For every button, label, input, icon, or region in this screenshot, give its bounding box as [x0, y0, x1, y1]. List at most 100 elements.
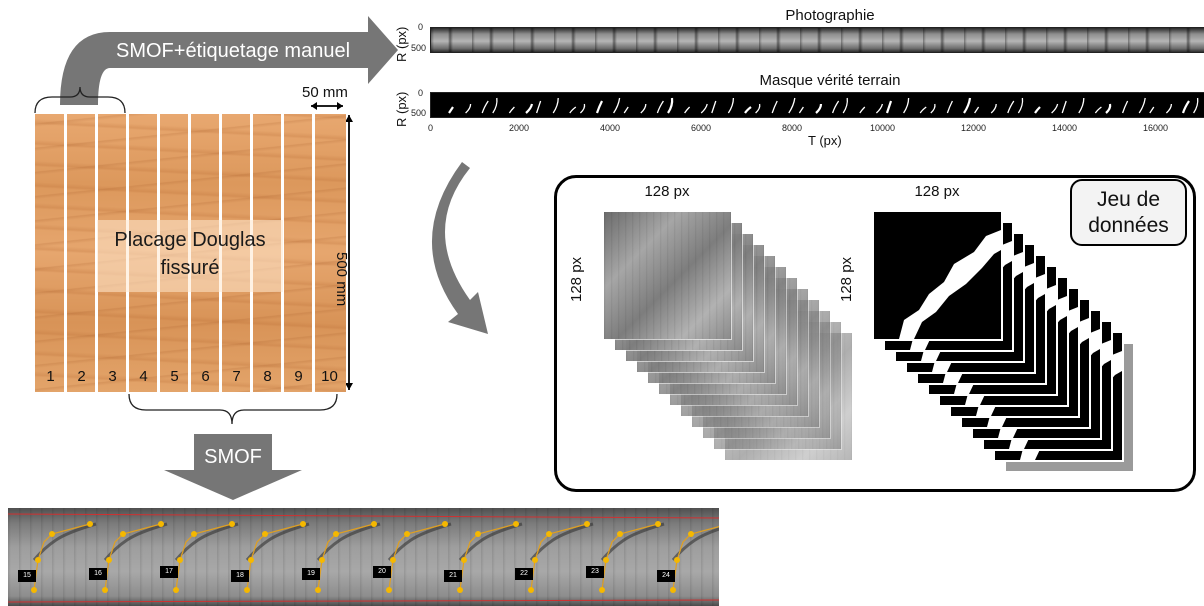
- crack-shadow: [316, 522, 381, 561]
- crack-point: [404, 531, 410, 537]
- mask-crack-mark: [525, 103, 534, 114]
- photo-plot-ylabel: R (px): [394, 26, 409, 62]
- photo-patch-width-label: 128 px: [644, 183, 690, 200]
- strip-number: 6: [201, 368, 210, 385]
- upper-boundary-line: [8, 513, 719, 519]
- crack-polyline: [317, 523, 375, 591]
- width-dimension-arrow: [311, 102, 343, 110]
- mask-crack-mark: [1193, 97, 1199, 114]
- crack-point: [35, 557, 41, 563]
- photo-patch-height-label: 128 px: [568, 256, 585, 302]
- mask-crack-mark: [640, 103, 647, 114]
- crack-point: [655, 521, 661, 527]
- strip-number: 1: [46, 368, 55, 385]
- crack-point: [617, 531, 623, 537]
- crack-point: [248, 557, 254, 563]
- mask-patch: [874, 212, 1001, 339]
- crack-polyline: [459, 523, 517, 591]
- crack-point: [688, 531, 694, 537]
- mask-patch-height-label: 128 px: [838, 256, 855, 302]
- mask-crack-mark: [481, 100, 489, 114]
- mask-crack-mark: [595, 100, 603, 114]
- crack-polyline: [601, 523, 659, 591]
- height-dimension-label: 500 mm: [333, 252, 350, 307]
- crack-point: [244, 587, 250, 593]
- mask-crack-mark: [508, 106, 515, 114]
- crack-point: [528, 587, 534, 593]
- mask-crack-mark: [875, 103, 884, 114]
- crack-number-label: 24: [657, 570, 675, 582]
- mask-xtick: 16000: [1143, 123, 1169, 133]
- mask-crack-mark: [842, 97, 849, 114]
- mask-crack-mark: [1007, 100, 1015, 114]
- crack-shadow: [671, 527, 719, 561]
- crack-polyline: [33, 523, 91, 591]
- crack-number-label: 16: [89, 568, 107, 580]
- manual-labeling-arrow-label: SMOF+étiquetage manuel: [115, 40, 351, 62]
- crack-polyline: [104, 523, 162, 591]
- crack-number-label: 21: [444, 570, 462, 582]
- mask-crack-mark: [684, 106, 691, 114]
- crack-point: [106, 557, 112, 563]
- dataset-tag-line2: données: [1088, 214, 1169, 237]
- mask-crack-mark: [1034, 106, 1041, 114]
- mask-crack-mark: [859, 106, 866, 114]
- crack-point: [300, 521, 306, 527]
- mask-crack-mark: [667, 97, 674, 114]
- crack-point: [599, 587, 605, 593]
- curved-dataset-arrow: [431, 162, 488, 334]
- mask-crack-mark: [963, 97, 972, 114]
- strip-number: 7: [232, 368, 241, 385]
- mask-xtick: 12000: [961, 123, 987, 133]
- crack-point: [120, 531, 126, 537]
- strip-number: 9: [294, 368, 303, 385]
- mask-crack-mark: [919, 106, 927, 114]
- smof-down-arrow: [164, 434, 302, 500]
- mask-crack-mark: [1078, 97, 1085, 114]
- mask-crack-mark: [569, 106, 577, 114]
- mask-crack-mark: [930, 103, 936, 114]
- crack-shadow: [245, 522, 310, 561]
- smof-annotated-strip: 15 16 17 18 19 20 21 22 23 24: [8, 508, 719, 606]
- mask-crack-mark: [1149, 106, 1155, 114]
- mask-crack-mark: [1017, 97, 1024, 114]
- veneer-label-line2: fissuré: [160, 257, 220, 279]
- mask-crack-mark: [946, 100, 953, 114]
- mask-crack-mark: [579, 103, 586, 114]
- smof-arrow-label: SMOF: [204, 446, 262, 468]
- crack-point: [475, 531, 481, 537]
- photo-patch: [604, 212, 731, 339]
- mask-crack-mark: [700, 103, 708, 114]
- strip-separator: [312, 114, 315, 392]
- crack-shadow: [174, 522, 239, 561]
- crack-point: [670, 587, 676, 593]
- veneer-label: Placage Douglas fissuré: [97, 226, 283, 282]
- crack-point: [158, 521, 164, 527]
- veneer-panel: Placage Douglas fissuré 1 2 3 4 5 6 7 8 …: [35, 114, 346, 392]
- crack-point: [442, 521, 448, 527]
- mask-crack-mark: [1105, 103, 1112, 114]
- veneer-label-line1: Placage Douglas: [114, 229, 266, 251]
- crack-point: [546, 531, 552, 537]
- mask-crack-mark: [448, 106, 454, 114]
- mask-crack-mark: [744, 106, 752, 114]
- mask-crack-mark: [1138, 97, 1146, 114]
- mask-cracks: [448, 97, 1199, 114]
- brace-top-strips-1-3: [34, 86, 126, 114]
- strip-separator: [64, 114, 67, 392]
- mask-crack-mark: [613, 97, 621, 114]
- width-dimension-label: 50 mm: [302, 84, 348, 101]
- crack-polyline: [672, 526, 719, 591]
- mask-plot-xlabel: T (px): [808, 133, 842, 148]
- mask-xtick: 14000: [1052, 123, 1078, 133]
- mask-crack-mark: [492, 97, 498, 114]
- mask-crack-mark: [656, 100, 664, 114]
- mask-plot-ylabel: R (px): [394, 91, 409, 127]
- mask-ytick: 500: [411, 108, 427, 118]
- mask-xtick: 0: [428, 123, 434, 133]
- mask-xtick: 6000: [691, 123, 712, 133]
- photograph-strip: [430, 27, 1204, 53]
- crack-number-label: 17: [160, 566, 178, 578]
- mask-crack-mark: [1121, 100, 1129, 114]
- crack-point: [532, 557, 538, 563]
